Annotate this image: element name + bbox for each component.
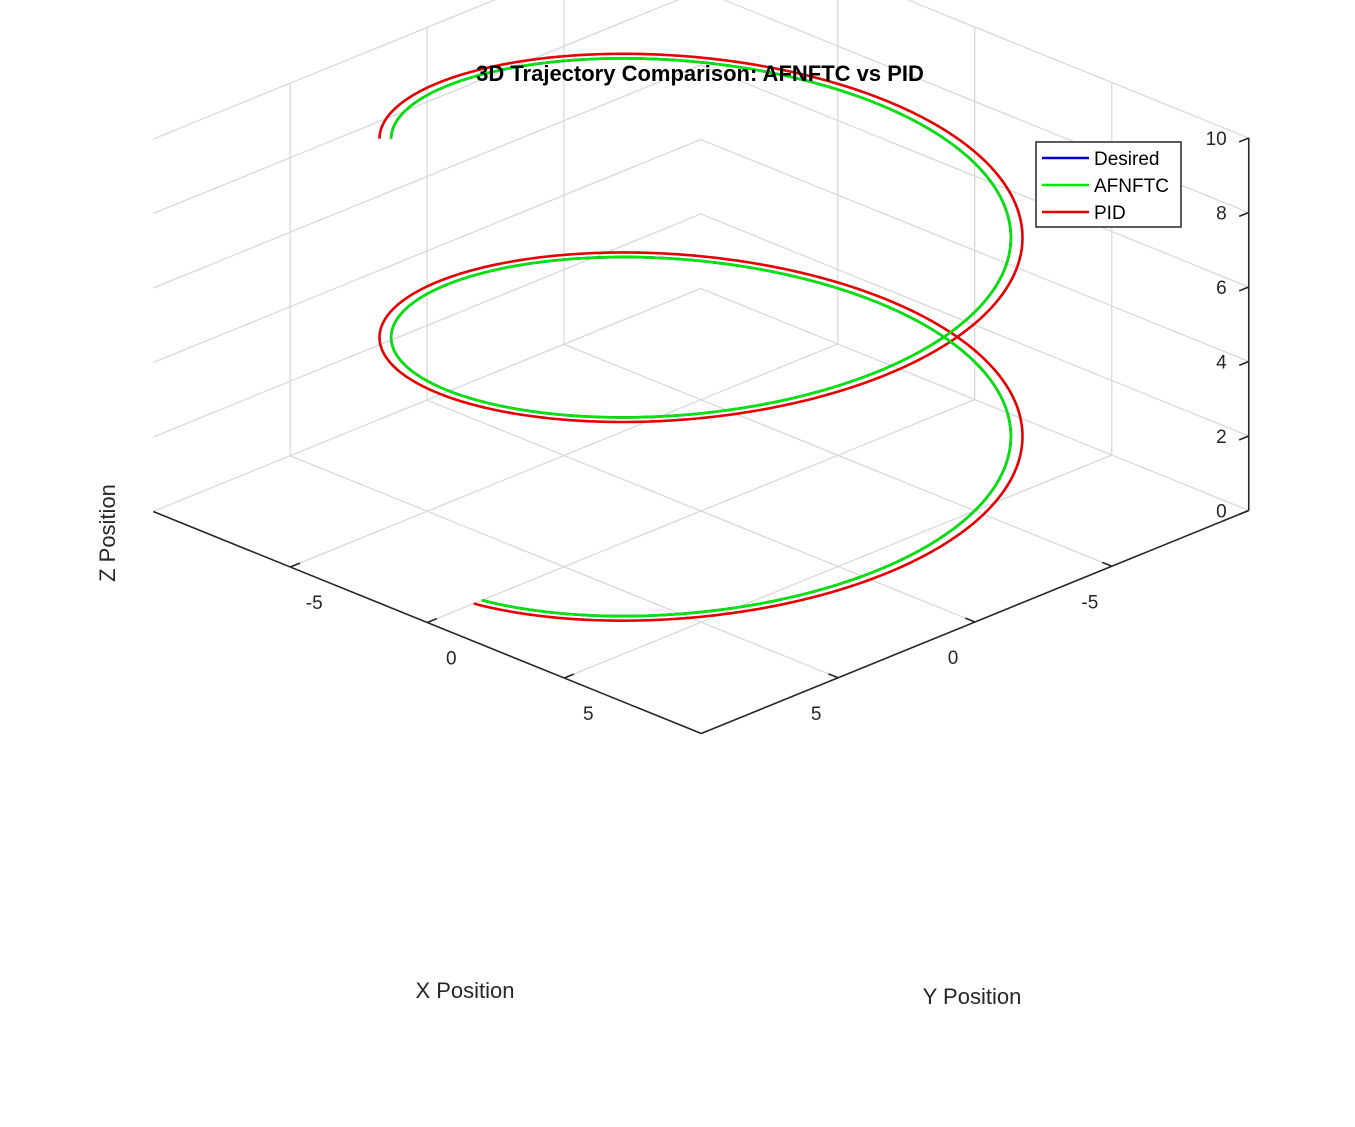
grid-line [700, 64, 1249, 288]
tick-labels: -5 0 5 -5 0 5 0 2 4 6 8 10 [306, 129, 1227, 725]
z-axis-label: Z Position [95, 484, 120, 582]
legend-label-desired: Desired [1094, 149, 1159, 170]
y-tick [289, 562, 301, 568]
z-tick-label: 0 [1216, 502, 1227, 523]
y-tick-label: 0 [446, 649, 457, 670]
z-tick [1238, 211, 1250, 218]
z-tick [1238, 360, 1250, 367]
y-tick [426, 617, 438, 624]
grid-line [153, 0, 497, 140]
grid-line [153, 0, 680, 215]
y-tick [563, 673, 575, 679]
x-tick-label: 0 [948, 648, 959, 669]
grid-line [153, 64, 701, 289]
grid-line [153, 213, 701, 438]
z-tick [1238, 286, 1250, 292]
x-tick [965, 617, 976, 623]
y-axis-label: Y Position [923, 984, 1022, 1009]
x-axis-label: X Position [415, 978, 514, 1003]
x-tick [828, 673, 839, 679]
grid-line [564, 454, 1112, 679]
z-tick-label: 8 [1216, 204, 1227, 225]
z-tick [1238, 509, 1250, 516]
grid-line [906, 0, 1249, 139]
grid-line [700, 138, 1249, 363]
z-tick-label: 6 [1216, 278, 1227, 299]
chart-title: 3D Trajectory Comparison: AFNFTC vs PID [476, 61, 924, 86]
z-tick [1238, 137, 1250, 143]
axis-ticks [289, 137, 1250, 679]
series-line-pid [378, 52, 1024, 622]
legend-label-afnftc: AFNFTC [1094, 176, 1169, 197]
grid-line [427, 398, 975, 624]
grid-line [290, 343, 838, 568]
x-tick [1101, 561, 1113, 567]
legend: Desired AFNFTC PID [1035, 141, 1182, 228]
z-tick-label: 4 [1216, 353, 1227, 374]
z-tick [1238, 435, 1250, 441]
x-tick-label: 5 [811, 704, 822, 725]
legend-label-pid: PID [1094, 203, 1126, 224]
grid-line [700, 287, 1249, 512]
grid-line [153, 287, 701, 513]
x-tick-label: -5 [1081, 592, 1098, 613]
z-tick-label: 2 [1216, 427, 1227, 448]
y-tick-label: 5 [583, 704, 594, 725]
series-line-afnftc [389, 57, 1013, 618]
z-tick-label: 10 [1206, 129, 1227, 150]
grid-line [153, 138, 701, 364]
trajectory-series [378, 52, 1024, 622]
y-tick-label: -5 [306, 593, 323, 614]
